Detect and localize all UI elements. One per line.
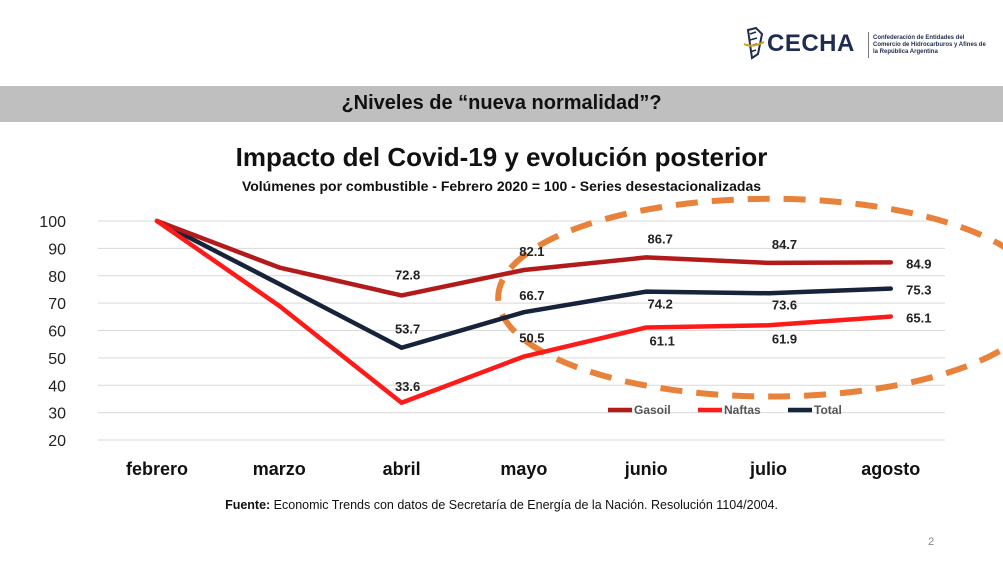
data-label-gasoil-agosto: 84.9 [906,256,931,271]
series-line-total [154,218,894,350]
data-label-naftas-agosto: 65.1 [906,311,931,326]
logo-divider [868,32,869,58]
data-label-naftas-junio: 61.1 [650,333,675,348]
data-label-naftas-mayo: 50.5 [519,331,544,346]
data-label-gasoil-julio: 84.7 [772,237,797,252]
x-tick-label-marzo: marzo [253,459,306,479]
section-banner: ¿Niveles de “nueva normalidad”? [0,86,1003,122]
data-label-total-mayo: 66.7 [519,288,544,303]
highlight-ellipse [495,195,1003,400]
label-layer: 72.8 82.1 86.7 84.7 84.9 33.6 50.5 61.1 61.9 65.1… [395,231,932,393]
legend-label-gasoil: Gasoil [634,403,671,417]
y-tick-label-70: 70 [48,296,66,313]
chart-title: Impacto del Covid-19 y evolución posteri… [235,142,768,172]
cecha-emblem-icon [743,26,765,60]
y-tick-label-20: 20 [48,433,66,450]
data-label-gasoil-junio: 86.7 [648,231,673,246]
y-tick-label-60: 60 [48,324,66,341]
series-layer [154,218,894,406]
x-tick-label-mayo: mayo [500,459,547,479]
grid-layer: 20 30 40 50 60 70 80 90 100 febrero marzo abril mayo… [39,214,945,479]
series-line-gasoil [154,218,894,298]
annotation-layer [495,195,1003,400]
x-tick-label-agosto: agosto [861,459,920,479]
y-tick-label-50: 50 [48,351,66,368]
y-tick-label-90: 90 [48,241,66,258]
source-note: Fuente: Economic Trends con datos de Sec… [0,498,1003,512]
x-tick-label-junio: junio [624,459,668,479]
series-line-naftas [154,218,894,406]
y-tick-label-30: 30 [48,406,66,423]
banner-title: ¿Niveles de “nueva normalidad”? [341,92,662,114]
legend-label-naftas: Naftas [724,403,761,417]
source-label: Fuente: [225,498,271,512]
x-tick-label-julio: julio [749,459,787,479]
source-text: Economic Trends con datos de Secretaría … [270,498,778,512]
chart-subtitle: Volúmenes por combustible - Febrero 2020… [241,178,762,194]
legend-label-total: Total [814,403,842,417]
x-tick-label-febrero: febrero [126,459,188,479]
cecha-logo: CECHA Confederación de Entidades del Com… [742,24,992,64]
y-tick-label-40: 40 [48,378,66,395]
logo-tagline: Confederación de Entidades del Comercio … [873,35,986,55]
data-label-total-agosto: 75.3 [906,283,931,298]
y-tick-label-100: 100 [39,214,66,231]
data-label-gasoil-mayo: 82.1 [519,244,544,259]
data-label-total-abril: 53.7 [395,322,420,337]
y-tick-label-80: 80 [48,269,66,286]
legend: Gasoil Naftas Total [608,403,842,417]
page-number: 2 [928,536,935,548]
data-label-naftas-julio: 61.9 [772,331,797,346]
data-label-total-junio: 74.2 [648,297,673,312]
data-label-naftas-abril: 33.6 [395,379,420,394]
x-tick-label-abril: abril [383,459,421,479]
data-label-total-julio: 73.6 [772,297,797,312]
logo-wordmark: CECHA [767,30,855,57]
data-label-gasoil-abril: 72.8 [395,267,420,282]
